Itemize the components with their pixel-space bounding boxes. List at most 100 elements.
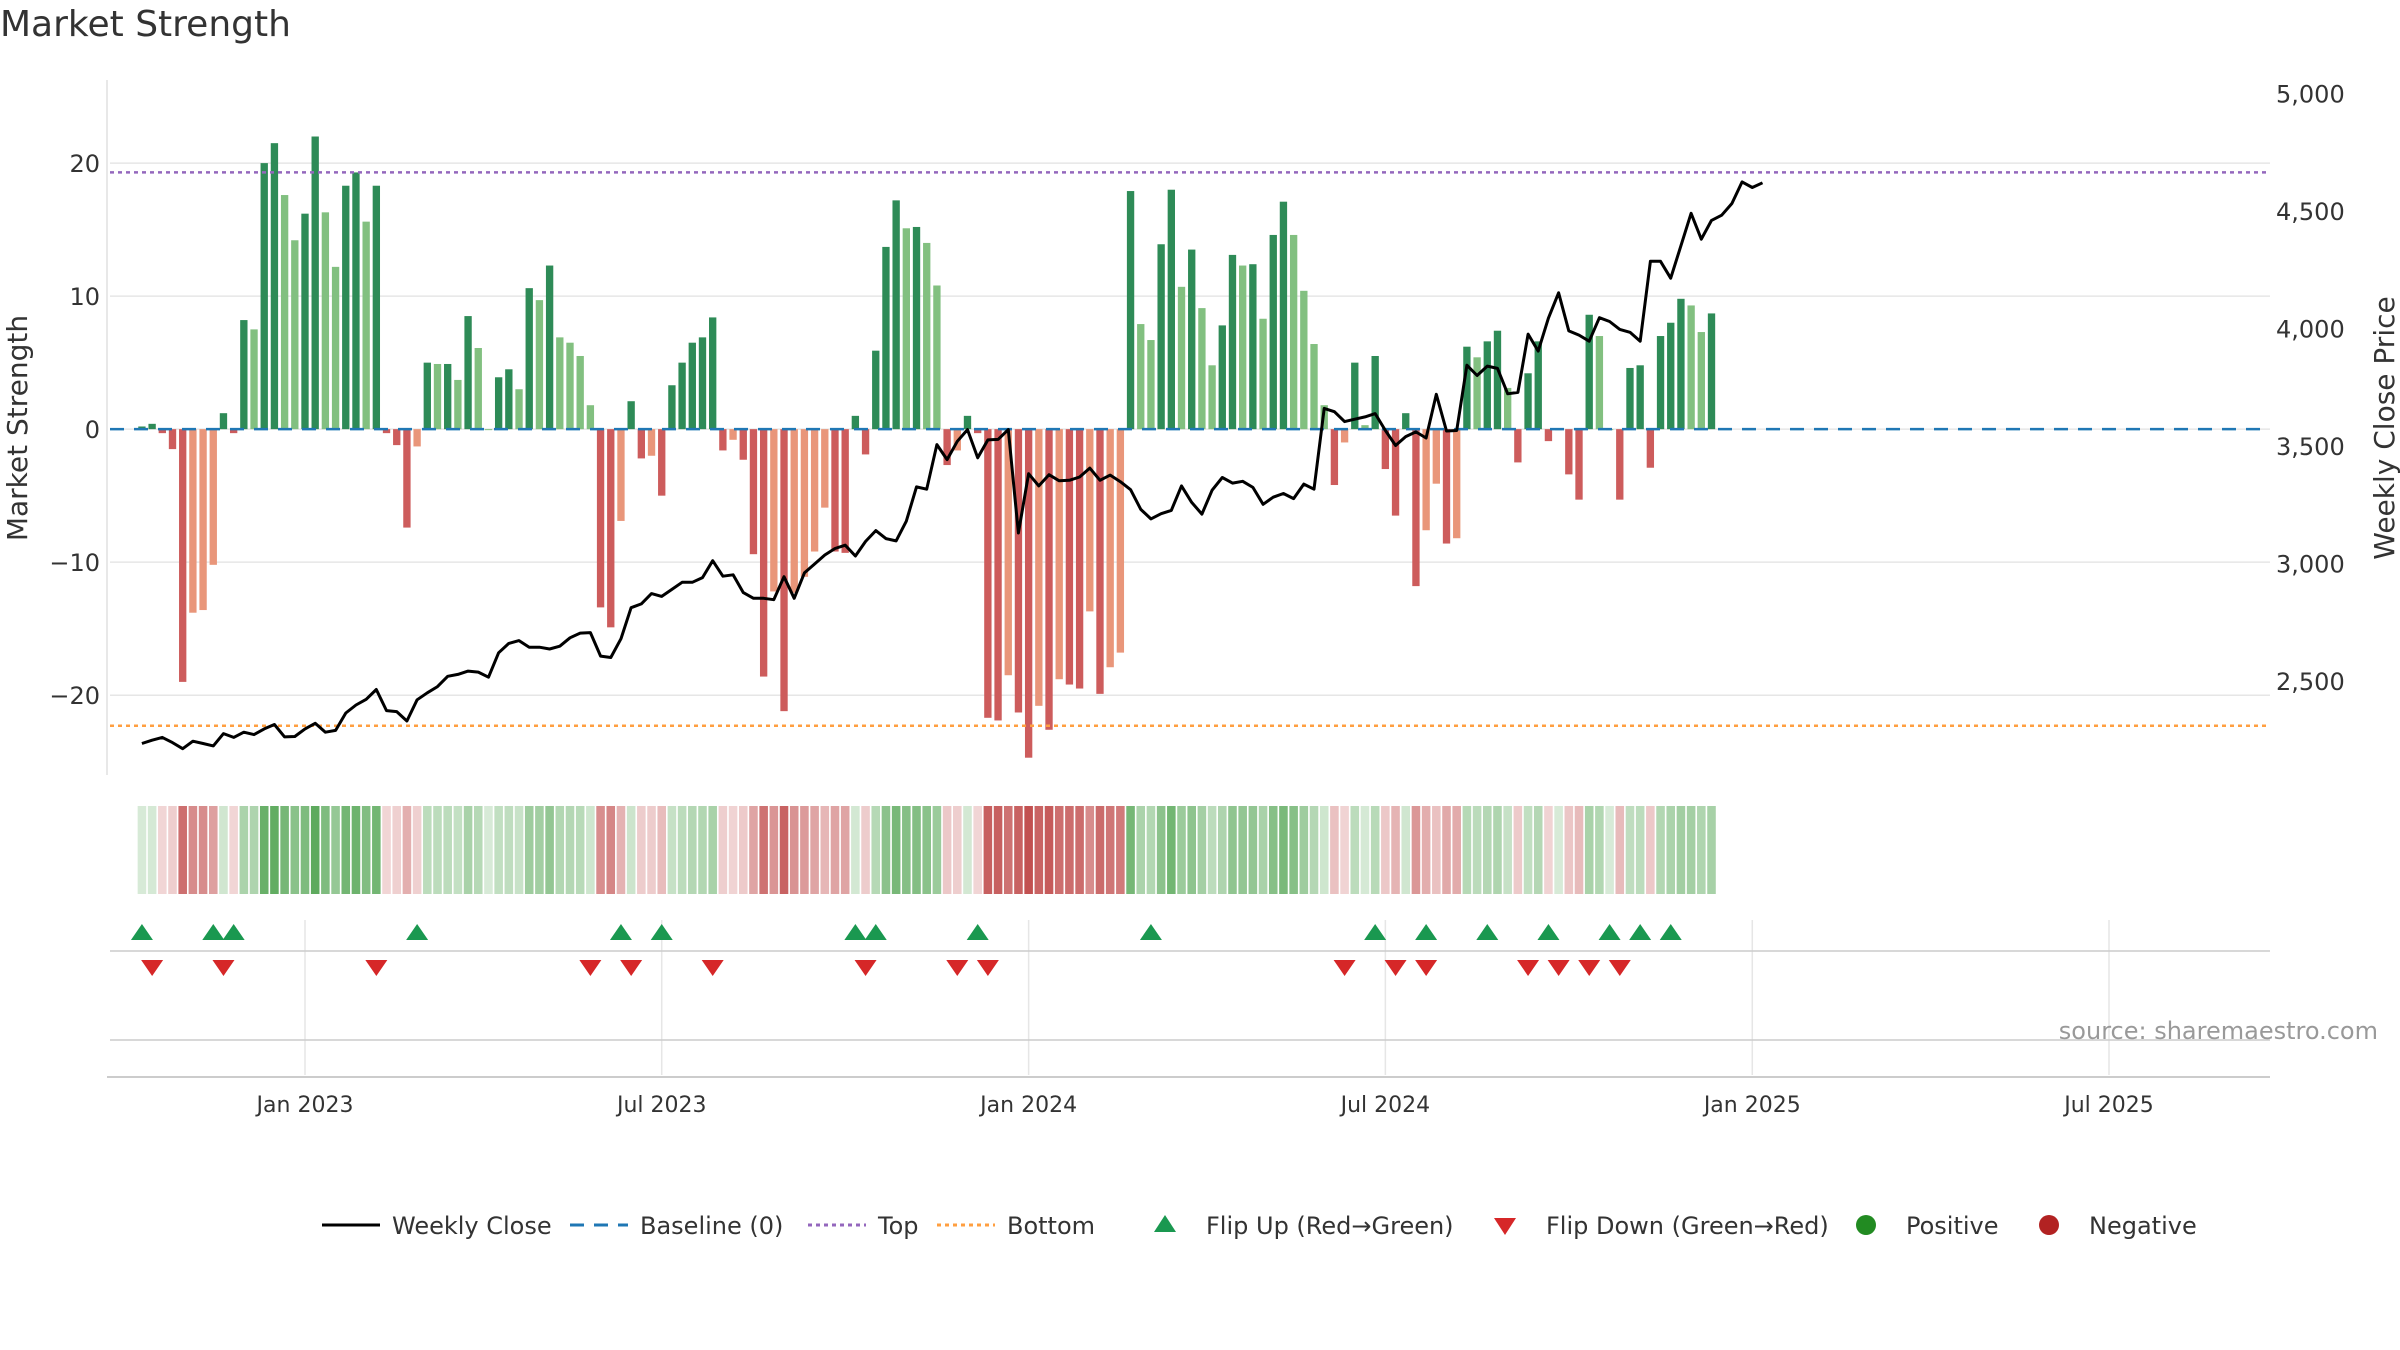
flip-down-marker <box>212 960 235 976</box>
strength-bar <box>1340 429 1349 443</box>
strength-bar <box>1167 189 1175 430</box>
legend-positive-swatch <box>1856 1215 1876 1235</box>
heat-cell <box>229 806 238 894</box>
heat-cell <box>178 806 187 894</box>
heat-cell <box>1554 806 1563 894</box>
heat-cell <box>677 806 687 894</box>
heat-cell <box>800 806 809 894</box>
legend-negative-swatch <box>2039 1215 2059 1235</box>
strength-bar <box>841 429 849 553</box>
weekly-close-polyline <box>141 180 1764 751</box>
heat-cell <box>331 806 340 894</box>
heat-cell <box>1564 806 1574 894</box>
flip-up-marker <box>966 924 989 940</box>
heat-cell <box>830 806 840 894</box>
strength-bar <box>1055 429 1063 680</box>
heat-cell <box>1513 806 1523 894</box>
strength-bar <box>729 429 737 440</box>
strength-bar <box>240 320 248 430</box>
strength-bar <box>1656 336 1665 430</box>
heat-cell <box>1391 806 1400 894</box>
heat-cell <box>1319 806 1329 894</box>
heat-cell <box>922 806 931 894</box>
strength-bar <box>1289 234 1298 430</box>
strength-bar <box>444 363 452 430</box>
heat-cell <box>1146 806 1156 894</box>
heat-cell <box>851 806 860 894</box>
strength-bar <box>1239 265 1247 430</box>
strength-bar <box>280 195 289 430</box>
strength-bar <box>1208 365 1216 430</box>
strength-bar <box>882 246 890 430</box>
heat-cell <box>239 806 249 894</box>
heat-cell <box>341 806 351 894</box>
heat-cell <box>290 806 300 894</box>
legend-label: Flip Up (Red→Green) <box>1206 1212 1454 1240</box>
heat-cell <box>1432 806 1441 894</box>
strength-bar <box>291 240 299 430</box>
strength-bar <box>1177 286 1186 430</box>
heat-cell <box>361 806 371 894</box>
strength-bar <box>821 429 829 508</box>
strength-bar <box>1310 344 1318 430</box>
heat-cell <box>1034 806 1044 894</box>
strength-bar <box>872 350 880 430</box>
heat-cell <box>902 806 911 894</box>
flip-up-marker <box>844 924 867 940</box>
heat-cell <box>1411 806 1421 894</box>
heat-cell <box>942 806 952 894</box>
heat-cell <box>147 806 157 894</box>
heat-cell <box>983 806 993 894</box>
heat-cell <box>840 806 850 894</box>
strength-bar <box>342 185 350 430</box>
heat-cell <box>688 806 697 894</box>
heat-cell <box>596 806 605 894</box>
heat-cell <box>392 806 402 894</box>
strength-bar <box>1188 249 1196 430</box>
x-tick-label: Jul 2024 <box>1339 1093 1431 1118</box>
flip-down-marker <box>365 960 388 976</box>
heat-cell <box>708 806 717 894</box>
flip-down-marker <box>976 960 999 976</box>
y2-tick-label: 3,000 <box>2276 551 2345 579</box>
strength-bar <box>474 348 482 430</box>
strength-bar <box>1218 325 1226 430</box>
strength-bar <box>1483 341 1491 430</box>
heat-cell <box>1044 806 1054 894</box>
heat-cell <box>1299 806 1309 894</box>
flip-down-marker <box>141 960 164 976</box>
heat-cell <box>1167 806 1176 894</box>
legend-flip-down-swatch <box>1494 1218 1516 1235</box>
heat-cell <box>769 806 779 894</box>
strength-bar <box>331 266 340 430</box>
flip-down-marker <box>701 960 724 976</box>
strength-bar <box>321 212 330 430</box>
heat-cell <box>402 806 412 894</box>
strength-bar <box>1422 429 1430 531</box>
strength-bar <box>372 185 381 430</box>
heat-cell <box>433 806 442 894</box>
strength-bar <box>1585 314 1593 430</box>
strength-bar <box>1524 373 1532 430</box>
flip-down-marker <box>1547 960 1570 976</box>
heat-cell <box>372 806 381 894</box>
strength-bar <box>1534 341 1542 430</box>
heat-cell <box>953 806 962 894</box>
strength-bar <box>1514 429 1522 463</box>
strength-bar <box>1493 330 1502 430</box>
strength-bar <box>994 429 1002 721</box>
heat-cell <box>637 806 646 894</box>
strength-bar <box>1228 254 1237 430</box>
y2-axis-title: Weekly Close Price <box>2368 296 2400 559</box>
flip-up-marker <box>222 924 245 940</box>
strength-bar <box>189 429 197 613</box>
y2-tick-label: 4,500 <box>2276 198 2345 226</box>
heat-cell <box>1574 806 1584 894</box>
strength-bar <box>1565 429 1573 475</box>
flip-down-marker <box>1384 960 1407 976</box>
chart-title: Market Strength <box>0 4 291 45</box>
legend-label: Bottom <box>1007 1212 1095 1240</box>
heat-cell <box>473 806 483 894</box>
heat-cell <box>657 806 667 894</box>
heat-cell <box>626 806 636 894</box>
